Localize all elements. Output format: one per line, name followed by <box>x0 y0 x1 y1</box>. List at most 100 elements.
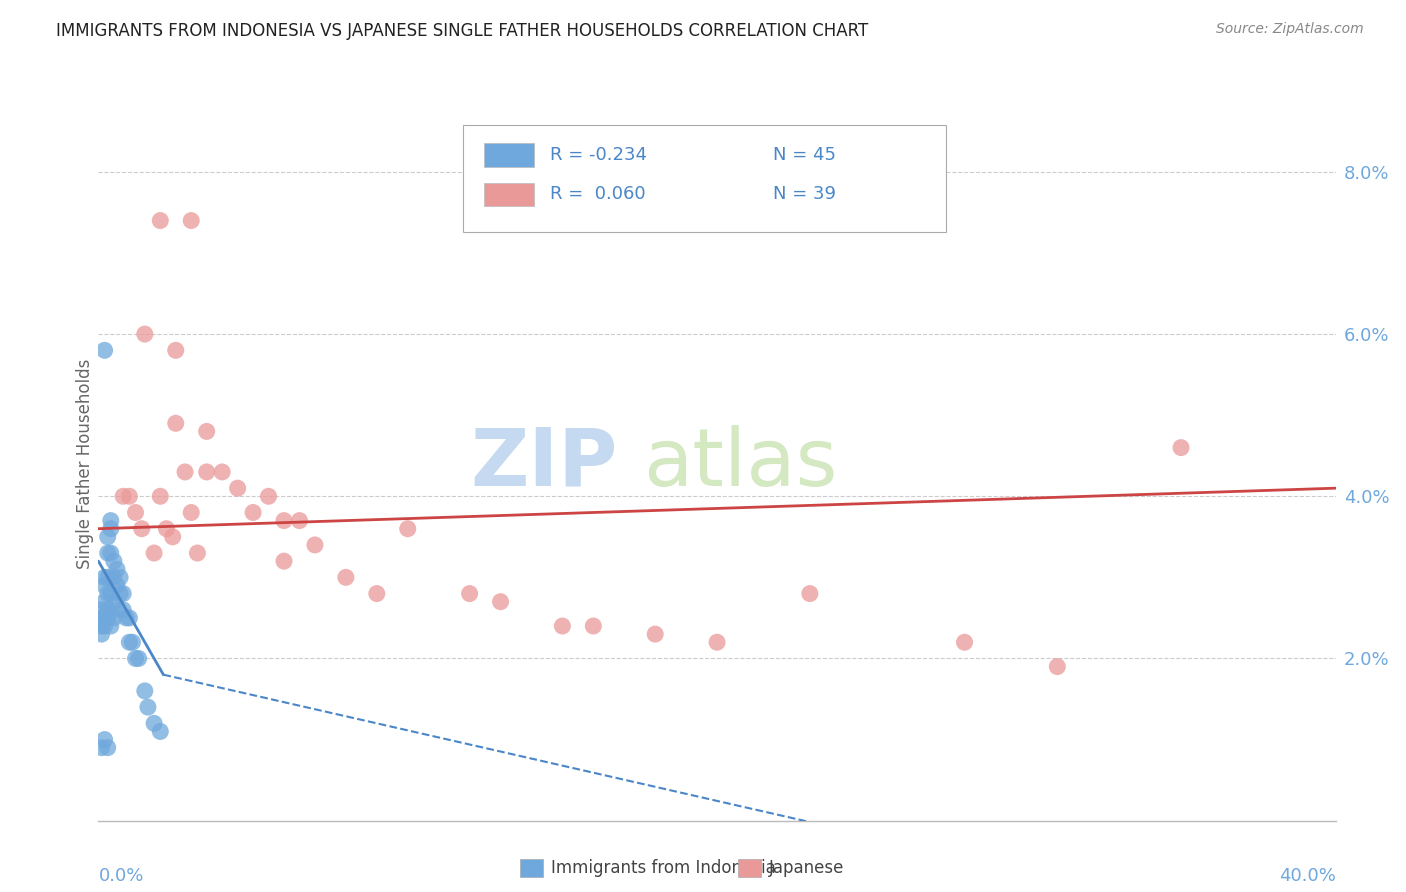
Point <box>112 489 135 503</box>
Point <box>195 465 218 479</box>
Point <box>211 465 233 479</box>
Point <box>149 724 172 739</box>
Text: atlas: atlas <box>643 425 837 503</box>
Point <box>121 635 143 649</box>
Point <box>115 611 138 625</box>
Point <box>90 611 112 625</box>
Point <box>118 489 141 503</box>
Point <box>953 635 976 649</box>
Point <box>242 506 264 520</box>
Point <box>97 740 120 755</box>
Point <box>226 481 249 495</box>
Text: 40.0%: 40.0% <box>1279 867 1336 885</box>
Point <box>103 595 125 609</box>
Point <box>134 684 156 698</box>
Point <box>103 554 125 568</box>
Text: N = 45: N = 45 <box>773 146 835 164</box>
Text: Immigrants from Indonesia: Immigrants from Indonesia <box>551 859 776 877</box>
Point <box>143 716 166 731</box>
Point <box>551 619 574 633</box>
Text: 0.0%: 0.0% <box>98 867 143 885</box>
Text: R = -0.234: R = -0.234 <box>550 146 647 164</box>
Point <box>100 586 122 600</box>
Point <box>90 740 112 755</box>
Point <box>134 327 156 342</box>
Point <box>273 514 295 528</box>
Point <box>304 538 326 552</box>
Point <box>105 603 128 617</box>
Point <box>118 635 141 649</box>
Point <box>93 595 115 609</box>
Point <box>124 651 146 665</box>
Text: IMMIGRANTS FROM INDONESIA VS JAPANESE SINGLE FATHER HOUSEHOLDS CORRELATION CHART: IMMIGRANTS FROM INDONESIA VS JAPANESE SI… <box>56 22 869 40</box>
Point <box>489 595 512 609</box>
Point <box>180 506 202 520</box>
Point <box>288 514 311 528</box>
Point <box>118 611 141 625</box>
Point <box>97 546 120 560</box>
Point <box>90 603 112 617</box>
Point <box>93 619 115 633</box>
Point <box>93 570 115 584</box>
Point <box>97 603 120 617</box>
Point <box>644 627 666 641</box>
Point <box>103 570 125 584</box>
Text: R =  0.060: R = 0.060 <box>550 186 645 203</box>
Point <box>100 619 122 633</box>
Point <box>1170 441 1192 455</box>
Point <box>799 586 821 600</box>
Text: ZIP: ZIP <box>471 425 619 503</box>
Point <box>108 586 131 600</box>
Point <box>162 530 184 544</box>
Text: N = 39: N = 39 <box>773 186 835 203</box>
Point <box>335 570 357 584</box>
Point <box>273 554 295 568</box>
Point <box>136 700 159 714</box>
Point <box>165 343 187 358</box>
Point <box>366 586 388 600</box>
Point <box>128 651 150 665</box>
FancyBboxPatch shape <box>464 125 946 232</box>
Point <box>257 489 280 503</box>
Point <box>108 570 131 584</box>
Point <box>100 514 122 528</box>
Point <box>90 627 112 641</box>
Point <box>90 619 112 633</box>
Point <box>97 530 120 544</box>
Point <box>149 489 172 503</box>
Point <box>93 732 115 747</box>
Point <box>105 578 128 592</box>
Point <box>93 343 115 358</box>
Point <box>105 562 128 576</box>
Text: Japanese: Japanese <box>769 859 845 877</box>
Y-axis label: Single Father Households: Single Father Households <box>76 359 94 569</box>
Point <box>1046 659 1069 673</box>
Bar <box>485 144 534 167</box>
Point <box>97 570 120 584</box>
Point <box>100 546 122 560</box>
Point <box>180 213 202 227</box>
Point <box>458 586 481 600</box>
Point <box>706 635 728 649</box>
Point <box>124 506 146 520</box>
Point <box>165 417 187 431</box>
Point <box>103 611 125 625</box>
Point <box>97 611 120 625</box>
Point <box>100 522 122 536</box>
Point <box>149 213 172 227</box>
Point <box>195 425 218 439</box>
Point <box>112 603 135 617</box>
Point <box>582 619 605 633</box>
Point <box>97 586 120 600</box>
Point <box>93 578 115 592</box>
Bar <box>485 183 534 206</box>
Point <box>112 586 135 600</box>
Point <box>186 546 208 560</box>
Point <box>155 522 177 536</box>
Point <box>174 465 197 479</box>
Point <box>396 522 419 536</box>
Point <box>143 546 166 560</box>
Point <box>93 611 115 625</box>
Text: Source: ZipAtlas.com: Source: ZipAtlas.com <box>1216 22 1364 37</box>
Point <box>131 522 153 536</box>
